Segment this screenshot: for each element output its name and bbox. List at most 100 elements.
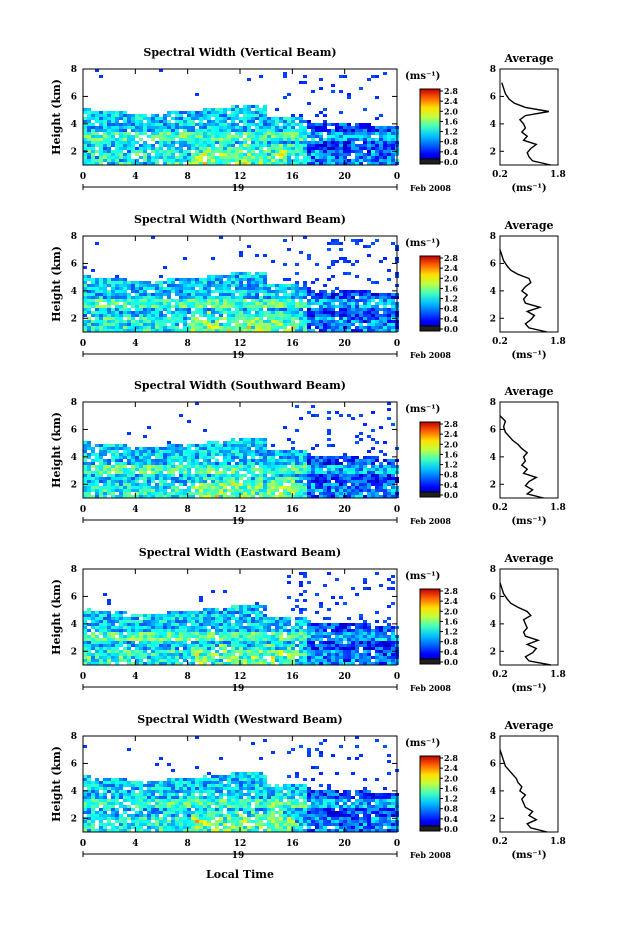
heatmap-cell (151, 302, 155, 305)
heatmap-cell (187, 144, 191, 147)
heatmap-cell (235, 647, 239, 650)
heatmap-cell (95, 444, 99, 447)
heatmap-cell (83, 626, 87, 629)
colorbar-tick-label: 2.8 (444, 86, 458, 96)
heatmap-cell (111, 480, 115, 483)
heatmap-cell (123, 126, 127, 129)
heatmap-cell (259, 459, 263, 462)
heatmap-cell (291, 632, 295, 635)
heatmap-cell (247, 495, 251, 498)
heatmap-cell (151, 653, 155, 656)
heatmap-cell (219, 305, 223, 308)
heatmap-cell (159, 626, 163, 629)
heatmap-cell (371, 456, 375, 459)
heatmap-cell (227, 483, 231, 486)
heatmap-cell (363, 296, 367, 299)
heatmap-cell (183, 492, 187, 495)
heatmap-cell (219, 132, 223, 135)
y-tick-label: 2 (71, 480, 77, 490)
heatmap-cell (179, 278, 183, 281)
heatmap-cell (259, 129, 263, 132)
heatmap-cell (107, 138, 111, 141)
heatmap-cell (391, 465, 395, 468)
heatmap-cell (87, 456, 91, 459)
heatmap-cell (383, 147, 387, 150)
heatmap-cell (99, 314, 103, 317)
heatmap-cell (139, 471, 143, 474)
heatmap-cell (203, 638, 207, 641)
heatmap-cell (235, 611, 239, 614)
heatmap-cell (91, 459, 95, 462)
heatmap-cell (255, 129, 259, 132)
heatmap-cell (239, 474, 243, 477)
heatmap-cell (207, 614, 211, 617)
heatmap-cell (267, 284, 271, 287)
heatmap-cell (167, 662, 171, 665)
heatmap-cell (107, 611, 111, 614)
heatmap-cell (243, 656, 247, 659)
heatmap-cell (243, 284, 247, 287)
heatmap-cell (247, 126, 251, 129)
heatmap-cell (263, 275, 267, 278)
heatmap-cell (283, 299, 287, 302)
heatmap-cell (355, 486, 359, 489)
heatmap-cell (375, 147, 379, 150)
heatmap-cell (123, 623, 127, 626)
heatmap-cell (195, 650, 199, 653)
heatmap-cell (167, 653, 171, 656)
heatmap-cell (391, 462, 395, 465)
heatmap-cell (215, 275, 219, 278)
heatmap-cell (103, 317, 107, 320)
heatmap-cell (291, 662, 295, 665)
heatmap-cell (379, 138, 383, 141)
heatmap-cell (95, 317, 99, 320)
heatmap-cell (287, 147, 291, 150)
heatmap-cell (107, 320, 111, 323)
heatmap-cell (291, 468, 295, 471)
heatmap-cell (227, 635, 231, 638)
heatmap-cell (223, 620, 227, 623)
heatmap-cell (175, 323, 179, 326)
heatmap-cell (279, 159, 283, 162)
heatmap-cell (367, 293, 371, 296)
heatmap-cell (159, 326, 163, 329)
heatmap-cell (139, 468, 143, 471)
heatmap-cell (87, 441, 91, 444)
heatmap-cell (83, 141, 87, 144)
heatmap-cell (119, 159, 123, 162)
heatmap-cell (99, 141, 103, 144)
heatmap-cell (103, 281, 107, 284)
heatmap-cell (187, 632, 191, 635)
heatmap-cell (123, 471, 127, 474)
heatmap-cell (255, 135, 259, 138)
heatmap-cell (143, 641, 147, 644)
heatmap-cell (391, 305, 395, 308)
heatmap-cell (295, 486, 299, 489)
heatmap-cell (131, 120, 135, 123)
heatmap-cell (107, 486, 111, 489)
heatmap-cell (387, 483, 391, 486)
heatmap-cell (331, 135, 335, 138)
heatmap-cell (83, 477, 87, 480)
heatmap-cell (359, 414, 363, 417)
heatmap-cell (87, 635, 91, 638)
heatmap-cell (279, 144, 283, 147)
heatmap-cell (287, 635, 291, 638)
heatmap-cell (195, 611, 199, 614)
heatmap-cell (155, 638, 159, 641)
heatmap-cell (283, 144, 287, 147)
heatmap-cell (211, 305, 215, 308)
heatmap-cell (111, 489, 115, 492)
heatmap-cell (83, 444, 87, 447)
heatmap-cell (223, 486, 227, 489)
heatmap-cell (251, 117, 255, 120)
heatmap-cell (187, 141, 191, 144)
heatmap-cell (375, 305, 379, 308)
heatmap-cell (163, 123, 167, 126)
colorbar-tick-label: 1.6 (444, 116, 458, 126)
heatmap-cell (243, 105, 247, 108)
heatmap-cell (215, 302, 219, 305)
heatmap-cell (87, 471, 91, 474)
heatmap-cell (387, 465, 391, 468)
heatmap-cell (331, 141, 335, 144)
